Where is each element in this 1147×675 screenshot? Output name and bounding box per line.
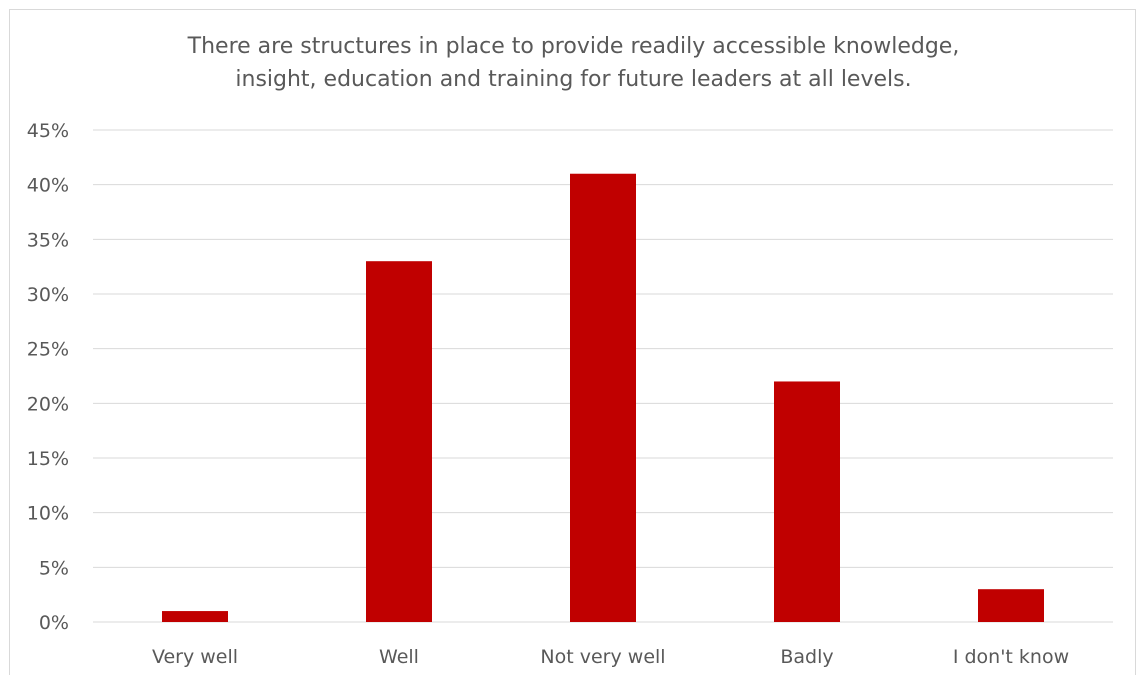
chart-title: There are structures in place to provide… — [0, 30, 1147, 96]
y-tick-label: 25% — [27, 339, 69, 361]
x-category-label: I don't know — [953, 646, 1069, 668]
y-tick-label: 10% — [27, 503, 69, 525]
x-category-label: Not very well — [540, 646, 665, 668]
y-tick-label: 40% — [27, 175, 69, 197]
y-tick-label: 30% — [27, 284, 69, 306]
y-tick-label: 20% — [27, 393, 69, 415]
y-tick-label: 35% — [27, 229, 69, 251]
x-category-label: Badly — [780, 646, 833, 668]
bar — [570, 173, 636, 622]
x-category-label: Very well — [152, 646, 238, 668]
x-category-label: Well — [379, 646, 419, 668]
chart-title-line-2: insight, education and training for futu… — [235, 67, 912, 92]
y-tick-label: 0% — [39, 612, 69, 634]
y-tick-label: 5% — [39, 557, 69, 579]
chart-title-line-1: There are structures in place to provide… — [187, 34, 960, 59]
y-tick-label: 15% — [27, 448, 69, 470]
bar — [162, 611, 228, 622]
y-tick-label: 45% — [27, 120, 69, 142]
bar — [774, 381, 840, 622]
bar — [366, 261, 432, 622]
bar — [978, 589, 1044, 622]
chart-frame — [9, 9, 1136, 675]
